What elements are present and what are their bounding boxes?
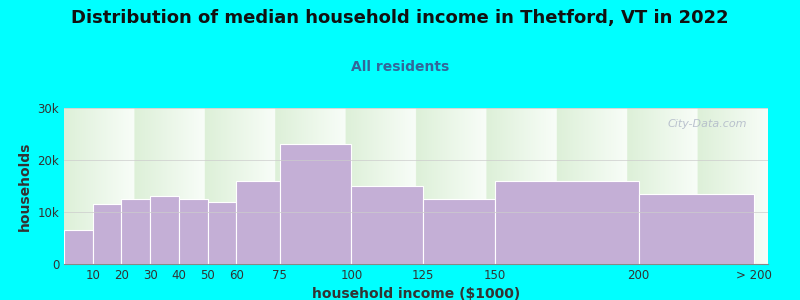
Bar xyxy=(179,199,208,264)
X-axis label: household income ($1000): household income ($1000) xyxy=(312,287,520,300)
Bar xyxy=(495,181,638,264)
Bar xyxy=(150,196,179,264)
Text: All residents: All residents xyxy=(351,60,449,74)
Text: City-Data.com: City-Data.com xyxy=(667,119,747,129)
Bar xyxy=(122,199,150,264)
Bar xyxy=(279,144,351,264)
Bar xyxy=(351,186,423,264)
Bar xyxy=(237,181,279,264)
Text: Distribution of median household income in Thetford, VT in 2022: Distribution of median household income … xyxy=(71,9,729,27)
Y-axis label: households: households xyxy=(18,141,32,231)
Bar xyxy=(208,202,237,264)
Bar xyxy=(93,204,122,264)
Bar xyxy=(423,199,495,264)
Bar xyxy=(638,194,754,264)
Bar xyxy=(64,230,93,264)
